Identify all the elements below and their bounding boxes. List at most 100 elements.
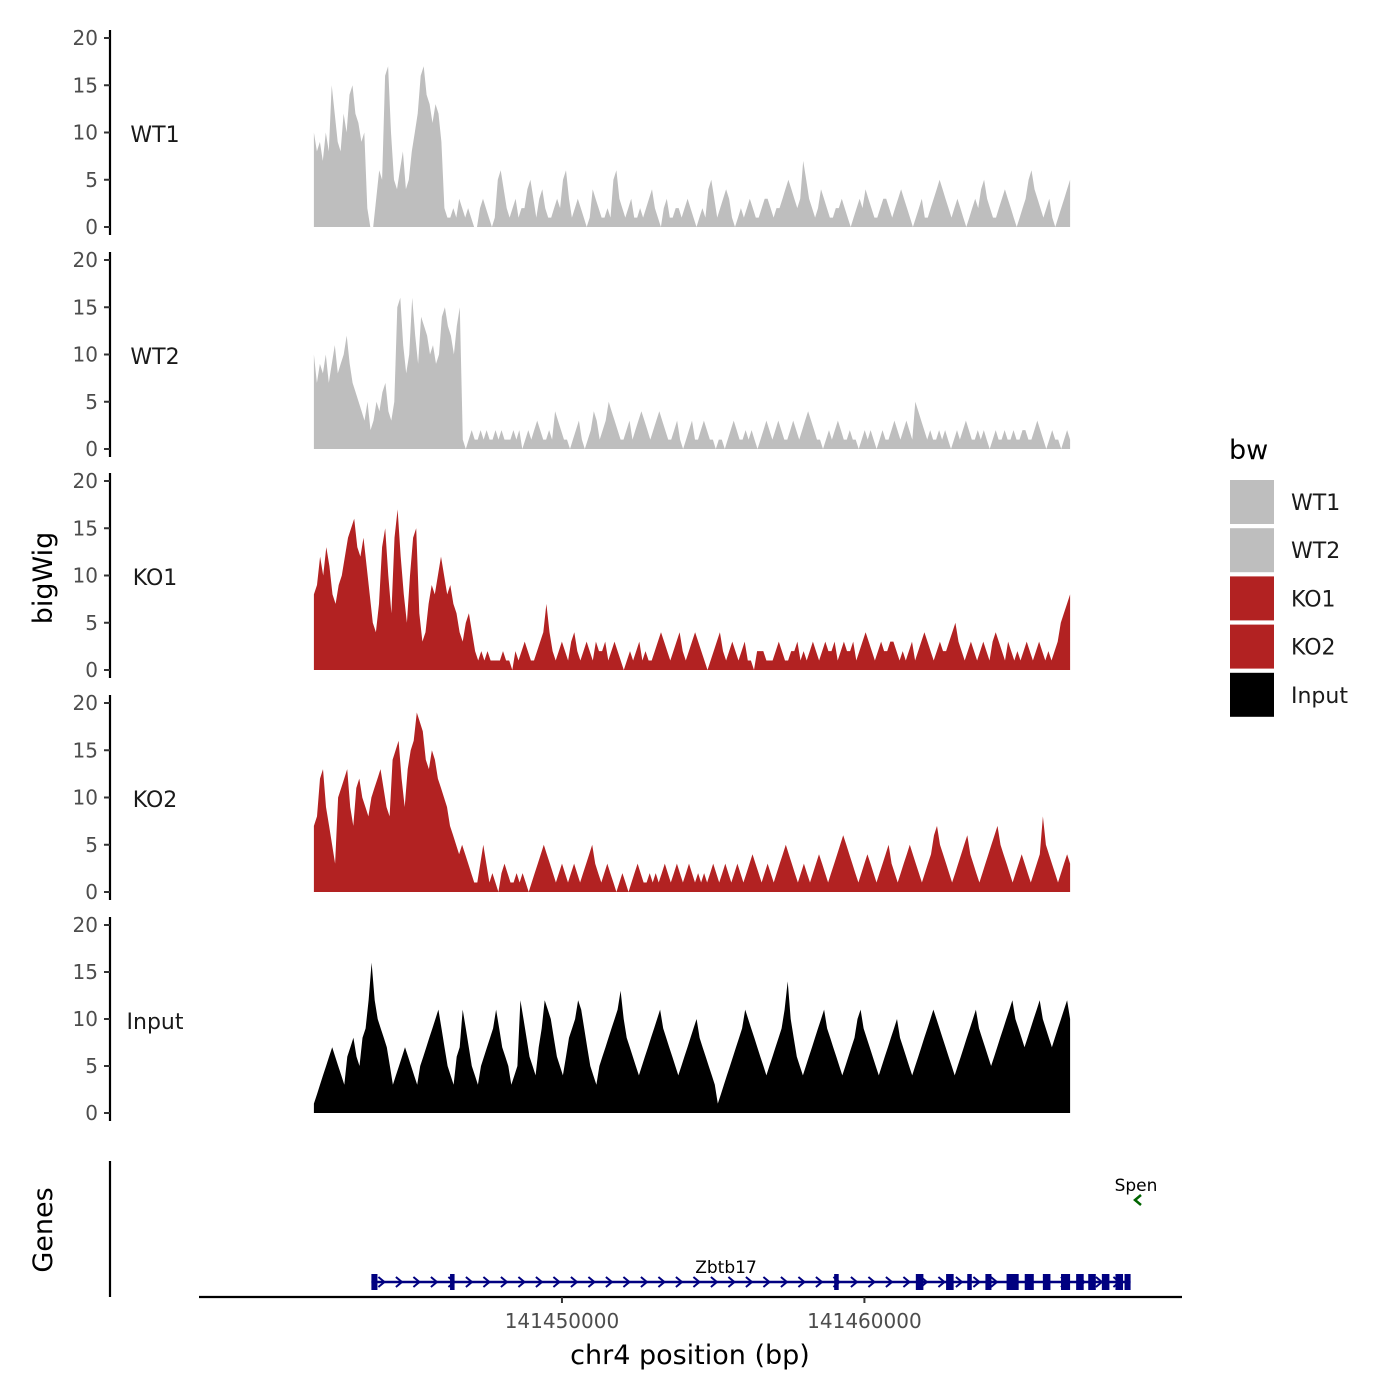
strand-arrow (517, 1276, 526, 1288)
exon-block (1061, 1274, 1071, 1290)
y-tick-label: 10 (73, 564, 98, 588)
strand-arrow (937, 1276, 946, 1288)
strand-arrow (692, 1276, 701, 1288)
exon-block (1101, 1274, 1110, 1290)
strand-arrow (990, 1276, 999, 1288)
legend-label: WT2 (1291, 539, 1340, 564)
y-tick-label: 5 (85, 611, 98, 635)
y-tick-label: 0 (85, 215, 98, 239)
strand-arrow (622, 1276, 631, 1288)
y-tick-label: 20 (73, 26, 98, 50)
exon-block (1024, 1274, 1034, 1290)
y-tick-label: 0 (85, 1101, 98, 1125)
strand-arrow (640, 1276, 649, 1288)
legend: bw WT1 WT2 KO1 KO2 Input (1229, 435, 1348, 717)
strand-arrow (1133, 1194, 1142, 1206)
y-tick-label: 10 (73, 343, 98, 367)
exon-block (450, 1274, 455, 1290)
strand-arrow (955, 1276, 964, 1288)
strand-arrow (482, 1276, 491, 1288)
legend-label: KO1 (1291, 587, 1336, 612)
gene-zbtb17: Zbtb17 (371, 1258, 1131, 1290)
exon-block (985, 1274, 992, 1290)
strand-arrow (902, 1276, 911, 1288)
y-tick-label: 0 (85, 658, 98, 682)
gene-models: Zbtb17 Spen (371, 1176, 1157, 1290)
signal-area-wt1 (313, 66, 1071, 227)
y-tick-label: 15 (73, 516, 98, 540)
track-label: WT2 (130, 345, 179, 370)
y-tick-label: 0 (85, 437, 98, 461)
strand-arrow (500, 1276, 509, 1288)
strand-arrow (797, 1276, 806, 1288)
strand-arrow (570, 1276, 579, 1288)
strand-arrow (395, 1276, 404, 1288)
track-ko2: 0 5 10 15 20 KO2 (73, 691, 1071, 904)
legend-item-wt1: WT1 (1230, 480, 1340, 524)
track-label: KO2 (133, 788, 178, 813)
track-panels: 0 5 10 15 20 WT1 0 5 10 15 20 WT2 0 5 10 15 20 KO1 0 5 10 15 2… (73, 26, 1071, 1125)
legend-title: bw (1229, 435, 1268, 466)
legend-items: WT1 WT2 KO1 KO2 Input (1230, 480, 1348, 717)
x-axis-title: chr4 position (bp) (570, 1340, 810, 1371)
legend-item-wt2: WT2 (1230, 528, 1340, 573)
track-input: 0 5 10 15 20 Input (73, 913, 1071, 1125)
y-tick-label: 15 (73, 73, 98, 97)
y-tick-label: 20 (73, 469, 98, 493)
signal-area-wt2 (313, 297, 1071, 449)
y-tick-label: 0 (85, 880, 98, 904)
legend-item-ko1: KO1 (1230, 576, 1336, 621)
strand-arrow (745, 1276, 754, 1288)
y-tick-label: 10 (73, 786, 98, 810)
x-axis-ticks: 141450000 141460000 (505, 1297, 922, 1333)
strand-arrow (657, 1276, 666, 1288)
x-tick-label: 141460000 (807, 1309, 922, 1333)
exon-block (834, 1274, 839, 1290)
strand-arrow (762, 1276, 771, 1288)
legend-item-input: Input (1230, 672, 1348, 717)
legend-label: KO2 (1291, 636, 1336, 661)
strand-arrow (605, 1276, 614, 1288)
strand-arrow (675, 1276, 684, 1288)
exon-block (915, 1274, 924, 1290)
legend-label: WT1 (1291, 491, 1340, 516)
y-tick-label: 15 (73, 738, 98, 762)
track-wt1: 0 5 10 15 20 WT1 (73, 26, 1071, 239)
y-tick-label: 10 (73, 1007, 98, 1031)
y-tick-label: 20 (73, 691, 98, 715)
exon-block (1006, 1274, 1019, 1290)
track-label: Input (127, 1010, 184, 1035)
legend-swatch (1230, 576, 1274, 621)
genes-panel-title: Genes (28, 1187, 59, 1272)
legend-label: Input (1291, 684, 1348, 709)
exon-block (1115, 1274, 1124, 1290)
legend-item-ko2: KO2 (1230, 624, 1336, 669)
signal-area-input (313, 962, 1071, 1113)
signal-area-ko1 (313, 509, 1071, 670)
strand-arrow (552, 1276, 561, 1288)
y-axis-title: bigWig (28, 532, 59, 625)
y-tick-label: 5 (85, 168, 98, 192)
strand-arrow (815, 1276, 824, 1288)
strand-arrow (535, 1276, 544, 1288)
strand-arrow (710, 1276, 719, 1288)
legend-swatch (1230, 624, 1274, 669)
strand-arrow (377, 1276, 386, 1288)
strand-arrow (430, 1276, 439, 1288)
exon-block (371, 1274, 378, 1290)
y-tick-label: 10 (73, 121, 98, 145)
legend-swatch (1230, 672, 1274, 717)
strand-arrow (780, 1276, 789, 1288)
exon-block (1124, 1274, 1131, 1290)
exon-block (946, 1274, 954, 1290)
exon-block (1088, 1274, 1096, 1290)
exon-block (1076, 1274, 1084, 1290)
gene-spen: Spen (1115, 1176, 1157, 1206)
gene-panel: Zbtb17 Spen 141450000 141460000 (108, 1161, 1182, 1333)
y-tick-label: 15 (73, 960, 98, 984)
exon-block (967, 1274, 972, 1290)
y-tick-label: 15 (73, 295, 98, 319)
track-wt2: 0 5 10 15 20 WT2 (73, 248, 1071, 461)
x-tick-label: 141450000 (505, 1309, 620, 1333)
